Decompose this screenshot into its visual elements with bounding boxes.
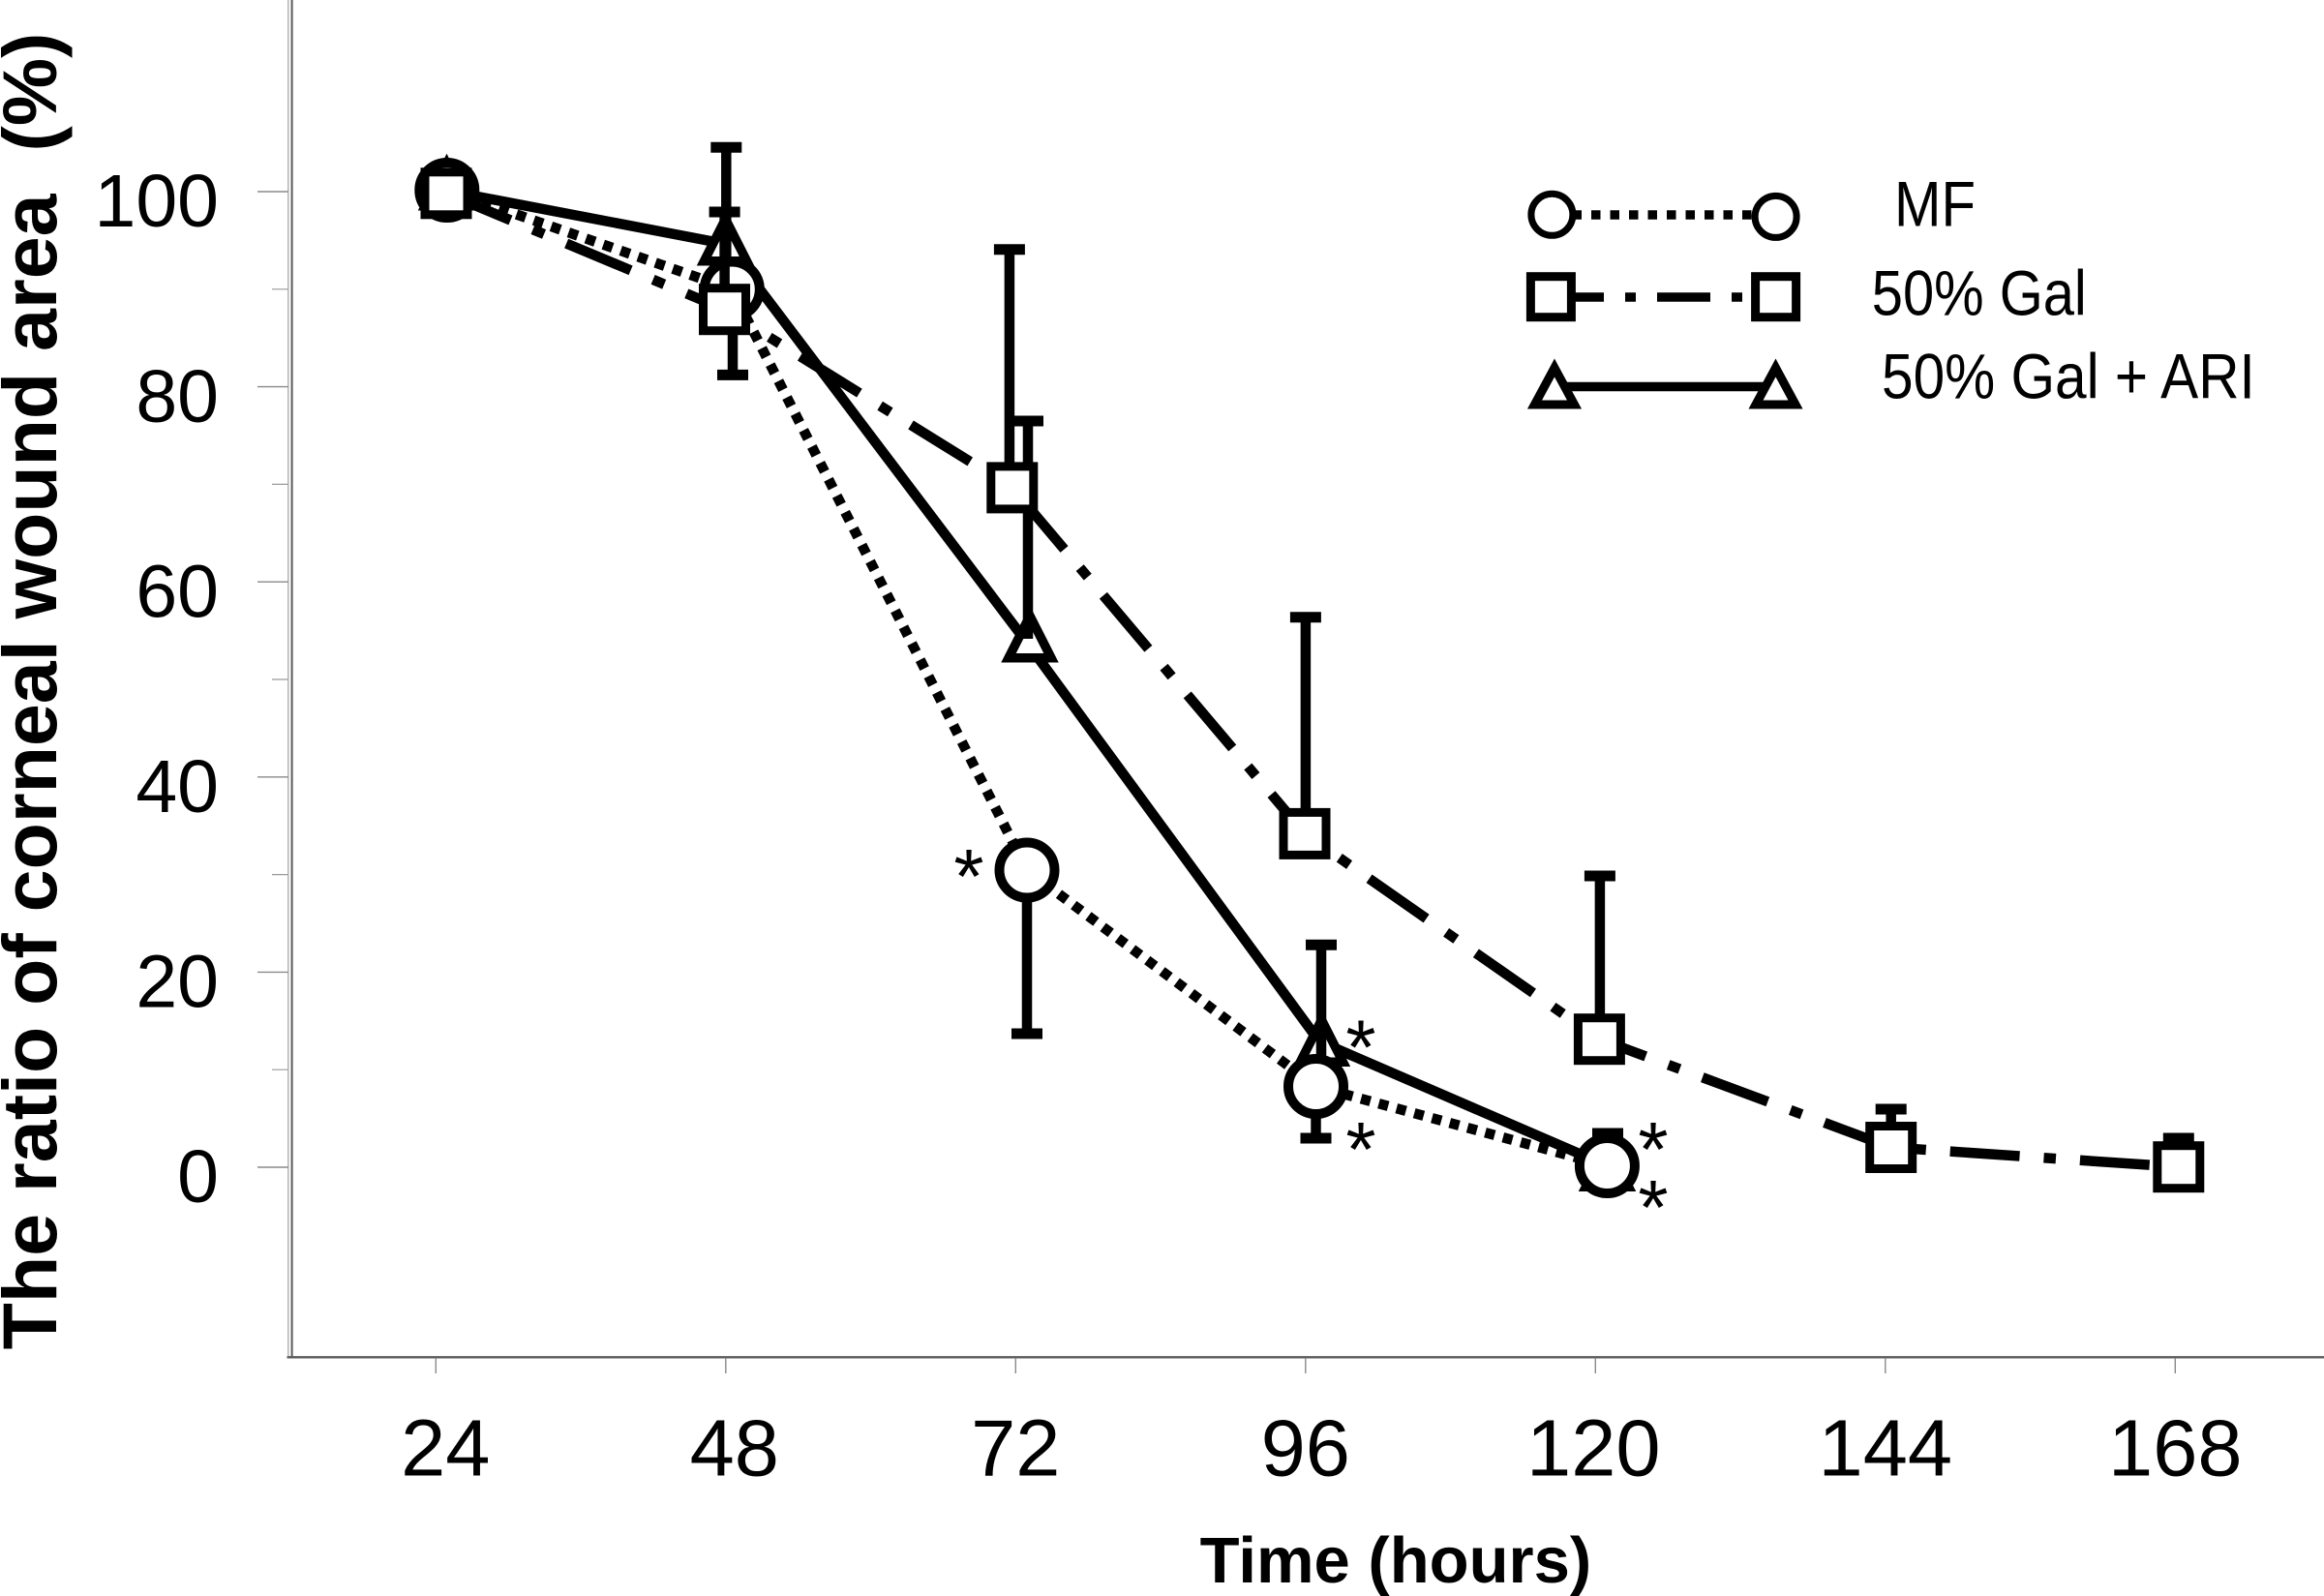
- svg-text:50% Gal: 50% Gal: [1872, 258, 2087, 329]
- svg-text:*: *: [1638, 1106, 1668, 1192]
- svg-text:144: 144: [1819, 1403, 1952, 1493]
- svg-text:80: 80: [136, 355, 219, 438]
- svg-text:24: 24: [401, 1403, 490, 1493]
- svg-text:96: 96: [1261, 1403, 1350, 1493]
- svg-text:*: *: [1345, 1106, 1375, 1192]
- svg-text:50% Gal + ARI: 50% Gal + ARI: [1882, 342, 2255, 412]
- svg-text:100: 100: [95, 160, 219, 243]
- svg-text:60: 60: [136, 550, 219, 633]
- svg-text:48: 48: [690, 1403, 779, 1493]
- svg-text:20: 20: [136, 941, 219, 1024]
- svg-text:*: *: [953, 833, 983, 919]
- svg-text:Time (hours): Time (hours): [1200, 1524, 1592, 1596]
- svg-text:72: 72: [971, 1403, 1060, 1493]
- svg-text:120: 120: [1526, 1403, 1660, 1493]
- svg-text:MF: MF: [1894, 169, 1976, 240]
- svg-text:*: *: [1638, 1164, 1668, 1250]
- svg-text:*: *: [1345, 1005, 1375, 1091]
- svg-text:168: 168: [2108, 1403, 2242, 1493]
- svg-text:0: 0: [177, 1135, 219, 1219]
- svg-text:40: 40: [136, 745, 219, 828]
- svg-text:The ratio of corneal wound are: The ratio of corneal wound area (%): [0, 33, 73, 1350]
